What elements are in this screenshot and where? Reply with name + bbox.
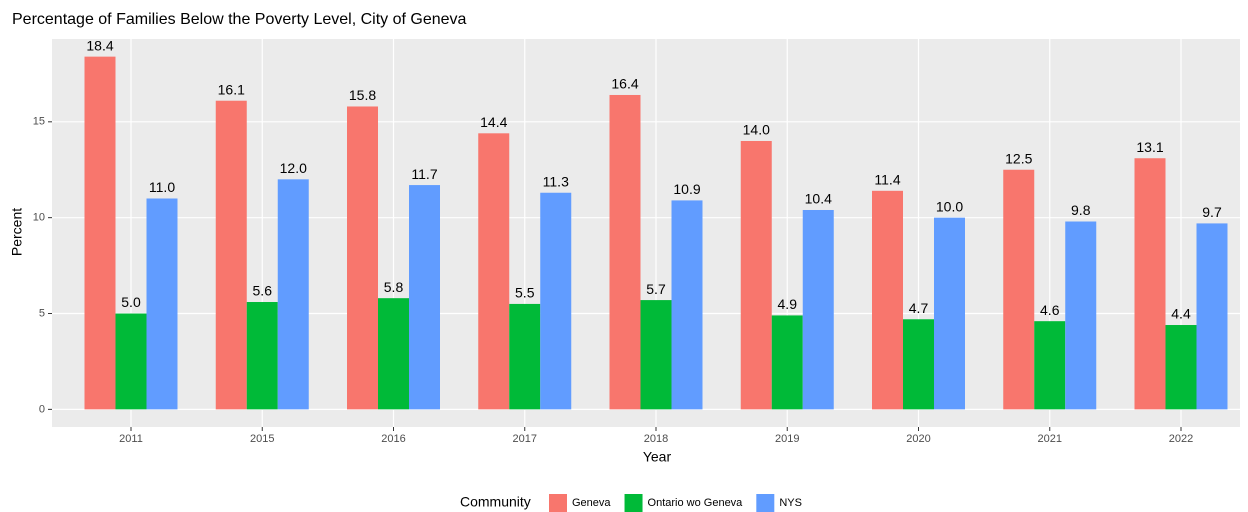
bar bbox=[409, 185, 440, 410]
bar bbox=[609, 94, 641, 410]
x-tick-label: 2020 bbox=[906, 433, 930, 445]
data-label: 15.8 bbox=[349, 87, 376, 103]
bar bbox=[347, 106, 378, 410]
x-tick-label: 2022 bbox=[1169, 433, 1193, 445]
data-label: 4.7 bbox=[909, 300, 929, 316]
data-label: 10.4 bbox=[805, 191, 832, 207]
data-label: 12.0 bbox=[280, 160, 307, 176]
x-tick-label: 2016 bbox=[381, 433, 405, 445]
legend-label: NYS bbox=[779, 497, 802, 509]
legend-swatch bbox=[624, 494, 643, 512]
bar bbox=[215, 100, 247, 410]
x-tick-label: 2011 bbox=[119, 433, 143, 445]
bar bbox=[934, 217, 965, 410]
data-label: 5.0 bbox=[121, 294, 141, 310]
data-label: 16.4 bbox=[611, 76, 638, 92]
data-label: 4.6 bbox=[1040, 302, 1060, 318]
x-tick-label: 2021 bbox=[1038, 433, 1062, 445]
data-label: 10.0 bbox=[936, 198, 963, 214]
legend-label: Geneva bbox=[572, 497, 611, 509]
x-tick-label: 2019 bbox=[775, 433, 799, 445]
data-label: 9.7 bbox=[1202, 204, 1222, 220]
bar bbox=[1134, 158, 1166, 410]
y-tick-label: 0 bbox=[39, 403, 45, 415]
data-label: 10.9 bbox=[673, 181, 700, 197]
data-label: 4.4 bbox=[1171, 306, 1191, 322]
bar bbox=[872, 190, 903, 410]
x-axis-label: Year bbox=[643, 449, 672, 465]
bar bbox=[1034, 321, 1066, 410]
data-label: 11.7 bbox=[411, 166, 437, 182]
bar bbox=[277, 179, 309, 410]
data-label: 5.7 bbox=[646, 281, 666, 297]
bar bbox=[1003, 169, 1035, 410]
bar bbox=[1196, 223, 1228, 410]
bar bbox=[771, 315, 803, 410]
bar bbox=[1165, 325, 1197, 410]
data-label: 13.1 bbox=[1136, 139, 1163, 155]
legend-swatch bbox=[756, 494, 775, 512]
data-label: 5.5 bbox=[515, 285, 535, 301]
bar bbox=[509, 303, 541, 410]
data-label: 11.4 bbox=[874, 172, 900, 188]
x-tick-label: 2017 bbox=[513, 433, 537, 445]
data-label: 5.6 bbox=[253, 283, 273, 299]
bar bbox=[802, 209, 834, 410]
y-tick-label: 10 bbox=[33, 212, 45, 224]
x-tick-label: 2018 bbox=[644, 433, 668, 445]
bar bbox=[903, 319, 934, 410]
bar bbox=[540, 192, 572, 410]
data-label: 11.0 bbox=[149, 179, 175, 195]
data-label: 18.4 bbox=[86, 37, 113, 53]
bar bbox=[146, 198, 178, 410]
bar bbox=[478, 133, 510, 410]
bar bbox=[378, 298, 409, 410]
y-tick-label: 5 bbox=[39, 307, 45, 319]
legend-label: Ontario wo Geneva bbox=[648, 497, 744, 509]
legend-swatch bbox=[549, 494, 567, 512]
data-label: 4.9 bbox=[778, 296, 798, 312]
data-label: 5.8 bbox=[384, 279, 404, 295]
chart-title: Percentage of Families Below the Poverty… bbox=[12, 11, 467, 28]
data-label: 12.5 bbox=[1005, 150, 1032, 166]
bar bbox=[246, 302, 278, 410]
data-label: 11.3 bbox=[543, 173, 569, 189]
bar bbox=[740, 140, 772, 410]
y-tick-label: 15 bbox=[33, 116, 45, 128]
legend-title: Community bbox=[460, 494, 531, 510]
bar bbox=[115, 313, 147, 410]
bar bbox=[671, 200, 703, 410]
y-axis-label: Percent bbox=[9, 208, 25, 256]
data-label: 14.0 bbox=[743, 122, 770, 138]
bar bbox=[84, 56, 116, 410]
bar bbox=[1065, 221, 1097, 410]
data-label: 16.1 bbox=[218, 81, 245, 97]
x-tick-label: 2015 bbox=[250, 433, 274, 445]
data-label: 14.4 bbox=[480, 114, 507, 130]
bar bbox=[640, 300, 672, 410]
data-label: 9.8 bbox=[1071, 202, 1091, 218]
